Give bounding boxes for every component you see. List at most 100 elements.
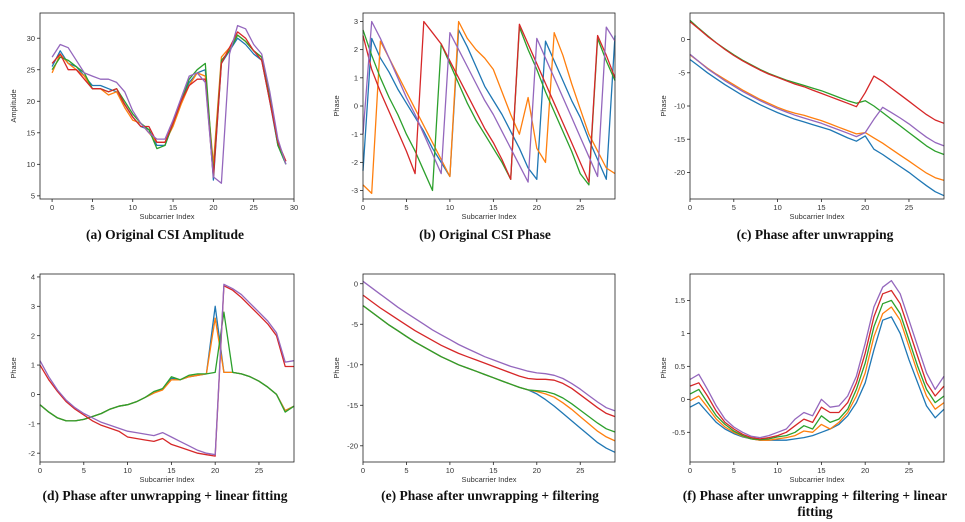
x-tick-label: 5 xyxy=(732,466,736,475)
y-tick-label: -1 xyxy=(28,419,35,428)
x-tick-label: 25 xyxy=(576,203,584,212)
y-tick-label: 15 xyxy=(27,128,35,137)
series-line-3 xyxy=(362,26,616,192)
caption-e: (e) Phase after unwrapping + filtering xyxy=(381,488,599,503)
y-tick-label: 0 xyxy=(31,390,35,399)
y-tick-label: 30 xyxy=(27,34,35,43)
y-tick-label: -20 xyxy=(674,168,685,177)
caption-f-line2: fitting xyxy=(797,504,832,519)
x-tick-label: 0 xyxy=(361,466,365,475)
series-line-2 xyxy=(39,317,295,422)
x-tick-label: 25 xyxy=(905,466,913,475)
y-axis-label: Phase xyxy=(659,357,668,378)
series-line-1 xyxy=(362,29,616,180)
y-axis-label: Phase xyxy=(332,95,341,116)
panel-phase-unwrapping-linear-fitting: 0 5 10 15 20 25 -2 -1 0 1 2 3 4 Subcarrier Index Phase xyxy=(9,273,295,484)
panel-original-csi-amplitude: 0 5 10 15 20 25 30 5 10 15 20 25 30 Subcarrier Index A… xyxy=(9,12,298,221)
x-tick-label: 20 xyxy=(533,203,541,212)
y-tick-label: -10 xyxy=(674,102,685,111)
series-line-3 xyxy=(51,34,287,175)
y-axis-label: Phase xyxy=(332,357,341,378)
series-line-4 xyxy=(689,21,945,124)
series-line-5 xyxy=(689,279,945,439)
series-line-3 xyxy=(362,305,616,433)
x-tick-label: 0 xyxy=(361,203,365,212)
series-line-4 xyxy=(39,285,294,457)
x-axis-label: Subcarrier Index xyxy=(789,475,844,484)
series-line-1 xyxy=(689,316,945,441)
x-tick-label: 0 xyxy=(688,466,692,475)
series-line-1 xyxy=(689,58,945,197)
series-line-4 xyxy=(51,31,287,178)
y-tick-label: 25 xyxy=(27,65,35,74)
y-tick-label: -3 xyxy=(351,186,358,195)
y-tick-label: 1 xyxy=(681,329,685,338)
x-tick-label: 10 xyxy=(446,203,454,212)
x-axis-label: Subcarrier Index xyxy=(461,212,516,221)
plot-frame xyxy=(689,273,945,463)
x-tick-label: 10 xyxy=(129,203,137,212)
series-line-1 xyxy=(39,305,295,422)
x-tick-label: 25 xyxy=(905,203,913,212)
series-line-5 xyxy=(689,53,945,147)
plot-frame xyxy=(39,273,295,463)
panel-original-csi-phase: 0 5 10 15 20 25 -3 -2 -1 0 1 2 3 Subcarrier Index Phas… xyxy=(332,12,616,221)
plot-frame xyxy=(362,12,616,200)
x-tick-label: 20 xyxy=(211,466,219,475)
series-line-5 xyxy=(39,283,295,456)
y-tick-label: 4 xyxy=(31,273,35,282)
series-line-3 xyxy=(689,299,945,441)
y-tick-label: 10 xyxy=(27,160,35,169)
series-line-2 xyxy=(362,305,616,442)
caption-b: (b) Original CSI Phase xyxy=(419,227,551,242)
x-tick-label: 25 xyxy=(250,203,258,212)
x-axis-label: Subcarrier Index xyxy=(461,475,516,484)
x-tick-label: 20 xyxy=(209,203,217,212)
x-tick-label: 10 xyxy=(773,466,781,475)
y-tick-label: 3 xyxy=(354,17,358,26)
y-tick-label: 0.5 xyxy=(675,362,685,371)
series-line-4 xyxy=(362,294,616,418)
y-tick-label: 5 xyxy=(31,191,35,200)
x-tick-label: 15 xyxy=(817,466,825,475)
x-tick-label: 15 xyxy=(489,203,497,212)
y-tick-label: 1.5 xyxy=(675,296,685,305)
x-tick-label: 5 xyxy=(82,466,86,475)
series-line-2 xyxy=(689,306,945,441)
x-tick-label: 25 xyxy=(255,466,263,475)
y-tick-label: -0.5 xyxy=(672,428,685,437)
x-axis-label: Subcarrier Index xyxy=(139,212,194,221)
y-tick-label: 1 xyxy=(31,361,35,370)
plot-frame xyxy=(39,12,295,200)
x-tick-label: 15 xyxy=(169,203,177,212)
series-line-5 xyxy=(362,280,616,412)
y-tick-label: 2 xyxy=(354,45,358,54)
y-tick-label: 0 xyxy=(681,395,685,404)
y-tick-label: 0 xyxy=(354,279,358,288)
y-axis-label: Phase xyxy=(9,357,18,378)
y-axis-label: Phase xyxy=(659,95,668,116)
y-tick-label: -15 xyxy=(674,135,685,144)
y-tick-label: -2 xyxy=(28,449,35,458)
x-tick-label: 20 xyxy=(861,203,869,212)
x-tick-label: 10 xyxy=(123,466,131,475)
y-tick-label: -5 xyxy=(351,320,358,329)
x-tick-label: 5 xyxy=(404,203,408,212)
caption-f: (f) Phase after unwrapping + filtering +… xyxy=(683,488,948,503)
series-line-5 xyxy=(51,24,287,184)
caption-d: (d) Phase after unwrapping + linear fitt… xyxy=(43,488,288,503)
x-axis-label: Subcarrier Index xyxy=(789,212,844,221)
plot-frame xyxy=(362,273,616,463)
series-line-2 xyxy=(51,34,287,165)
series-line-2 xyxy=(689,54,945,182)
panel-phase-after-unwrapping: 0 5 10 15 20 25 -20 -15 -10 -5 0 Subcarrier Index Ph… xyxy=(659,12,945,221)
x-tick-label: 20 xyxy=(533,466,541,475)
x-axis-label: Subcarrier Index xyxy=(139,475,194,484)
y-axis-label: Amplitude xyxy=(9,89,18,122)
x-tick-label: 0 xyxy=(688,203,692,212)
caption-c: (c) Phase after unwrapping xyxy=(737,227,894,242)
series-line-3 xyxy=(39,311,295,422)
y-tick-label: 0 xyxy=(354,102,358,111)
x-tick-label: 5 xyxy=(404,466,408,475)
